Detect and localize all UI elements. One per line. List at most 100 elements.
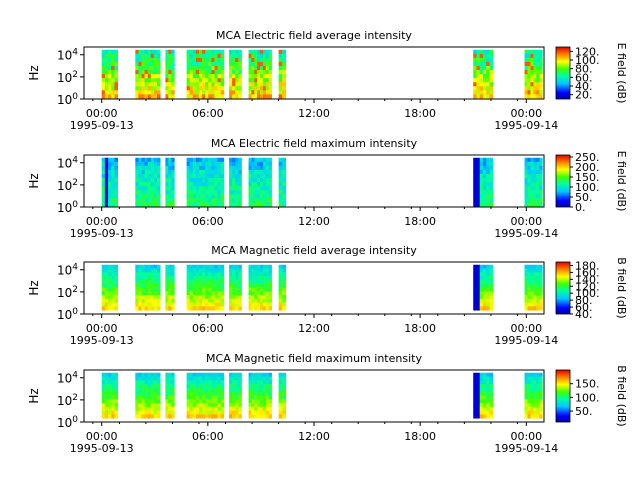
spectrogram-cell (220, 384, 225, 389)
spectrogram-cell (141, 198, 145, 203)
spectrogram-cell (479, 90, 484, 95)
spectrogram-cell (232, 74, 236, 79)
spectrogram-cell (111, 406, 115, 411)
spectrogram-cell (238, 186, 242, 191)
spectrogram-cell (171, 302, 175, 307)
spectrogram-cell (262, 391, 267, 396)
spectrogram-cell (104, 406, 109, 411)
spectrogram-cell (482, 74, 487, 79)
spectrogram-cell (101, 94, 106, 99)
spectrogram-cell (265, 86, 270, 91)
spectrogram-cell (108, 380, 112, 385)
spectrogram-cell (235, 86, 239, 91)
spectrogram-cell (205, 57, 209, 63)
spectrogram-cell (489, 298, 494, 303)
spectrogram-cell (262, 291, 267, 296)
date-label: 1995-09-13 (70, 119, 134, 132)
spectrogram-cell (268, 53, 272, 59)
spectrogram-cell (189, 295, 194, 300)
spectrogram-cell (205, 272, 209, 277)
spectrogram-cell (171, 279, 175, 285)
spectrogram-cell (220, 391, 225, 396)
spectrogram-cell (214, 403, 218, 408)
spectrogram-cell (192, 190, 197, 195)
spectrogram-cell (138, 182, 142, 187)
spectrogram-cell (235, 202, 239, 207)
spectrogram-cell (114, 387, 119, 393)
spectrogram-cell (189, 387, 194, 393)
spectrogram-cell (262, 186, 267, 191)
spectrogram-cell (141, 49, 145, 55)
spectrogram-cell (232, 380, 236, 385)
spectrogram-cell (138, 169, 142, 175)
spectrogram-cell (232, 86, 236, 91)
spectrogram-cell (482, 94, 487, 99)
spectrogram-cell (220, 306, 225, 311)
spectrogram-cell (111, 186, 115, 191)
spectrogram-cell (473, 161, 477, 167)
spectrogram-cell (473, 384, 477, 389)
spectrogram-cell (147, 283, 152, 288)
spectrogram-cell (156, 182, 161, 187)
spectrogram-cell (189, 302, 194, 307)
date-label: 1995-09-14 (494, 119, 558, 132)
spectrogram-cell (238, 57, 242, 63)
spectrogram-cell (257, 276, 261, 281)
spectrogram-cell (147, 90, 152, 95)
spectrogram-cell (147, 161, 152, 167)
spectrogram-cell (473, 61, 477, 67)
spectrogram-cell (114, 410, 119, 415)
spectrogram-cell (147, 264, 152, 269)
spectrogram-cell (189, 74, 194, 79)
spectrogram-cell (189, 410, 194, 415)
spectrogram-cell (147, 178, 152, 183)
spectrogram-cell (211, 287, 215, 292)
spectrogram-cell (156, 291, 161, 296)
spectrogram-cell (217, 157, 222, 163)
spectrogram-cell (229, 287, 233, 292)
spectrogram-cell (165, 283, 169, 288)
spectrogram-cell (533, 372, 537, 377)
spectrogram-cell (214, 372, 218, 377)
spectrogram-cell (262, 403, 267, 408)
spectrogram-cell (108, 306, 112, 311)
spectrogram-cell (141, 376, 145, 381)
spectrogram-cell (473, 372, 477, 377)
spectrogram-cell (202, 202, 206, 207)
spectrogram-cell (165, 295, 169, 300)
spectrogram-cell (202, 268, 206, 273)
spectrogram-cell (482, 165, 487, 171)
spectrogram-cell (171, 94, 175, 99)
spectrogram-cell (211, 178, 215, 183)
spectrogram-cell (138, 202, 142, 207)
spectrogram-cell (254, 186, 258, 191)
spectrogram-cell (268, 306, 272, 311)
spectrogram-cell (208, 264, 212, 269)
spectrogram-cell (220, 264, 225, 269)
spectrogram-cell (257, 65, 261, 71)
spectrogram-cell (235, 287, 239, 292)
spectrogram-cell (101, 198, 106, 203)
spectrogram-cell (135, 295, 139, 300)
spectrogram-cell (473, 82, 477, 87)
spectrogram-cell (539, 372, 543, 377)
spectrogram-cell (251, 49, 255, 55)
spectrogram-cell (536, 82, 540, 87)
spectrogram-cell (104, 53, 109, 59)
spectrogram-cell (153, 287, 158, 292)
spectrogram-cell (473, 78, 477, 83)
spectrogram-cell (141, 410, 145, 415)
spectrogram-cell (262, 94, 267, 99)
spectrogram-cell (217, 399, 222, 404)
spectrogram-cell (479, 157, 484, 163)
spectrogram-cell (473, 165, 477, 171)
spectrogram-cell (108, 157, 112, 163)
spectrogram-cell (195, 94, 200, 99)
spectrogram-cell (141, 414, 145, 419)
spectrogram-cell (111, 306, 115, 311)
spectrogram-cell (195, 82, 200, 87)
spectrogram-cell (254, 380, 258, 385)
spectrogram-cell (232, 169, 236, 175)
spectrogram-cell (114, 272, 119, 277)
spectrogram-cell (135, 279, 139, 285)
